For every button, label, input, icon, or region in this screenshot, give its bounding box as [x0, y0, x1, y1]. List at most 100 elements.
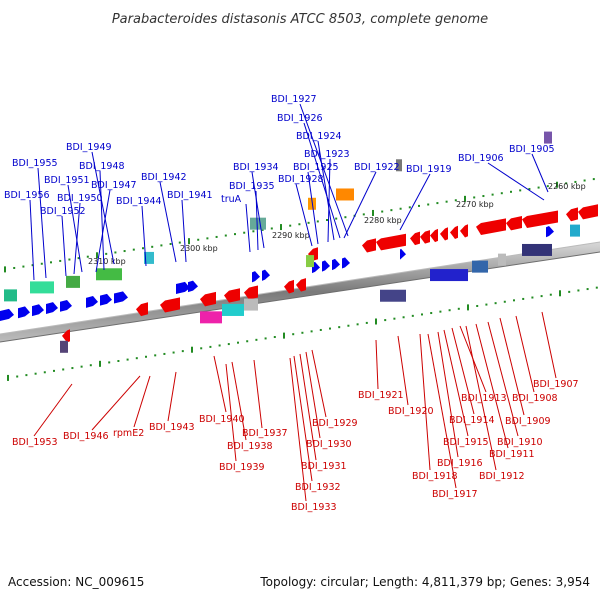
scale-tick [34, 372, 37, 375]
scale-tick [59, 259, 62, 262]
scale-tick [246, 340, 249, 343]
accession: Accession: NC_009615 [8, 575, 144, 589]
gene-label[interactable]: BDI_1946 [63, 431, 109, 442]
gene-label[interactable]: BDI_1911 [489, 449, 535, 460]
gene-label[interactable]: BDI_1941 [167, 190, 213, 201]
gene-label[interactable]: BDI_1952 [40, 206, 86, 217]
tick-labels: 2310 kbp 2300 kbp 2290 kbp 2280 kbp 2270… [88, 182, 586, 266]
scale-tick [513, 299, 515, 302]
gene-label[interactable]: BDI_1944 [116, 196, 162, 207]
scale-tick [372, 209, 374, 216]
forward-gene [342, 257, 350, 269]
gene-label[interactable]: BDI_1919 [406, 164, 452, 175]
leader-line [399, 173, 431, 231]
gene-label[interactable]: BDI_1920 [388, 406, 434, 417]
gene-label[interactable]: BDI_1931 [301, 461, 347, 472]
leader-line [343, 171, 377, 239]
gene-label[interactable]: BDI_1935 [229, 181, 275, 192]
scale-tick [316, 220, 319, 223]
gene-label[interactable]: BDI_1929 [312, 418, 358, 429]
leader-line [231, 361, 247, 441]
scale-tick [181, 350, 184, 353]
scale-tick [402, 316, 405, 319]
gene-label[interactable]: BDI_1907 [533, 379, 579, 390]
gene-label[interactable]: BDI_1921 [358, 390, 404, 401]
gene-label[interactable]: BDI_1914 [449, 415, 495, 426]
reverse-gene [476, 218, 506, 236]
gene-label[interactable]: BDI_1947 [91, 180, 137, 191]
gene-label[interactable]: BDI_1908 [512, 393, 558, 404]
scale-tick [264, 337, 267, 340]
forward-gene [546, 226, 554, 238]
gene-label[interactable]: BDI_1906 [458, 153, 504, 164]
gene-label[interactable]: BDI_1905 [509, 144, 555, 155]
gene-label[interactable]: BDI_1913 [461, 393, 507, 404]
leader-line [255, 190, 259, 251]
reverse-gene [62, 329, 70, 343]
gene-label[interactable]: BDI_1953 [12, 437, 58, 448]
cog-box [66, 275, 80, 288]
gene-label[interactable]: BDI_1925 [293, 162, 339, 173]
scale-tick [559, 290, 561, 297]
gene-label[interactable]: BDI_1943 [149, 422, 195, 433]
scale-tick [586, 288, 589, 291]
scale-tick [188, 238, 190, 245]
gene-label[interactable]: BDI_1924 [296, 131, 342, 142]
gene-label[interactable]: BDI_1942 [141, 172, 187, 183]
leader-line [451, 327, 475, 415]
gene-label[interactable]: BDI_1939 [219, 462, 265, 473]
gene-label[interactable]: truA [221, 194, 242, 205]
gene-label[interactable]: BDI_1940 [199, 414, 245, 425]
scale-tick [206, 237, 209, 240]
gene-label[interactable]: BDI_1937 [242, 428, 288, 439]
scale-tick [445, 200, 448, 203]
scale-tick [283, 332, 285, 339]
gene-label[interactable]: BDI_1930 [306, 439, 352, 450]
scale-tick [565, 182, 568, 185]
gene-label[interactable]: BDI_1918 [412, 471, 458, 482]
gene-label[interactable]: BDI_1956 [4, 190, 50, 201]
gene-label[interactable]: BDI_1926 [277, 113, 323, 124]
gene-label[interactable]: BDI_1949 [66, 142, 112, 153]
gene-label[interactable]: BDI_1955 [12, 158, 58, 169]
gene-label[interactable]: BDI_1938 [227, 441, 273, 452]
cog-box [336, 188, 354, 201]
reverse-gene [460, 224, 468, 238]
scale-tick [583, 179, 586, 182]
gene-label[interactable]: BDI_1912 [479, 471, 525, 482]
gene-label[interactable]: BDI_1927 [271, 94, 317, 105]
scale-tick [427, 203, 430, 206]
gene-label[interactable]: BDI_1909 [505, 416, 551, 427]
scale-tick [546, 185, 549, 188]
gene-label[interactable]: BDI_1928 [278, 174, 324, 185]
cog-box [544, 131, 552, 144]
reverse-gene [566, 207, 578, 222]
gene-label[interactable]: BDI_1916 [437, 458, 483, 469]
leader-line [61, 215, 67, 277]
gene-label[interactable]: BDI_1923 [304, 149, 350, 160]
leader-line [181, 199, 187, 263]
gene-label[interactable]: BDI_1950 [57, 193, 103, 204]
scale-tick [126, 358, 129, 361]
leader-line [95, 189, 111, 273]
leader-line [91, 151, 115, 265]
reverse-gene [160, 297, 180, 313]
gene-label[interactable]: BDI_1917 [432, 489, 478, 500]
gene-label[interactable]: BDI_1932 [295, 482, 341, 493]
gene-label[interactable]: BDI_1951 [44, 175, 90, 186]
scale-tick [393, 317, 396, 320]
gene-label[interactable]: BDI_1933 [291, 502, 337, 513]
gene-label[interactable]: BDI_1948 [79, 161, 125, 172]
leader-line [251, 171, 265, 249]
scale-tick [500, 192, 503, 195]
tick-label-2280: 2280 kbp [364, 216, 402, 225]
leader-line [499, 317, 525, 416]
gene-label[interactable]: BDI_1934 [233, 162, 279, 173]
gene-label[interactable]: BDI_1922 [354, 162, 400, 173]
gene-label[interactable]: BDI_1910 [497, 437, 543, 448]
gene-label[interactable]: BDI_1915 [443, 437, 489, 448]
leader-line [375, 339, 379, 390]
scale-tick [71, 367, 74, 370]
gene-label[interactable]: rpmE2 [113, 428, 144, 439]
scale-tick [503, 300, 506, 303]
